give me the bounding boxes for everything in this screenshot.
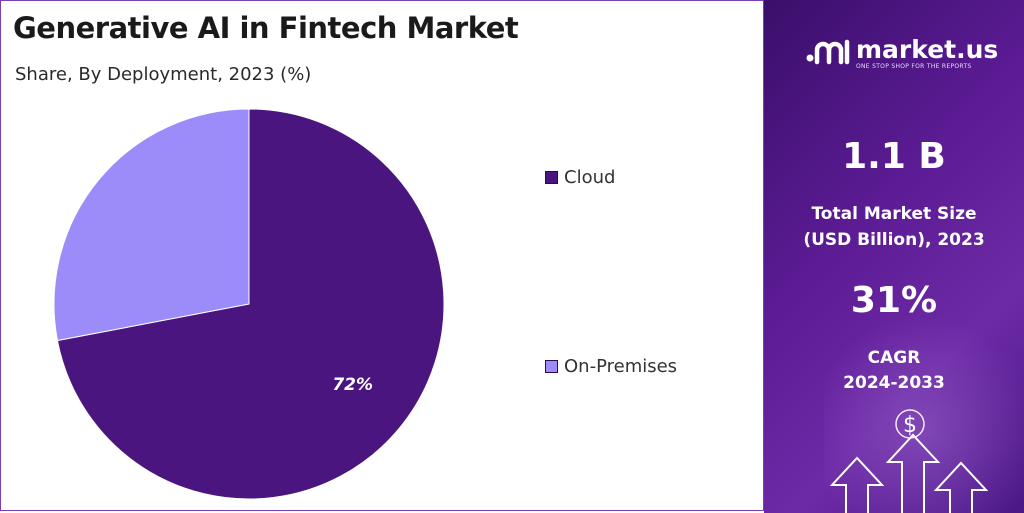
page-title: Generative AI in Fintech Market bbox=[13, 11, 519, 45]
legend-item-cloud: Cloud bbox=[545, 167, 615, 188]
growth-arrows-icon: $ bbox=[829, 409, 989, 513]
legend-swatch-cloud bbox=[545, 171, 558, 184]
cagr-label: CAGR bbox=[867, 348, 921, 368]
stats-panel: market.us ONE STOP SHOP FOR THE REPORTS … bbox=[764, 0, 1024, 513]
market-size-label-line2: (USD Billion), 2023 bbox=[803, 230, 985, 250]
pie-chart: 72% bbox=[53, 108, 445, 500]
legend-item-on-premises: On-Premises bbox=[545, 356, 677, 377]
chart-panel: Generative AI in Fintech Market Share, B… bbox=[0, 0, 764, 511]
cagr-value: 31% bbox=[850, 280, 938, 321]
brand-name: market.us bbox=[856, 34, 999, 64]
dollar-icon: $ bbox=[903, 413, 917, 438]
chart-subtitle: Share, By Deployment, 2023 (%) bbox=[15, 64, 312, 85]
cagr-period: 2024-2033 bbox=[843, 373, 945, 393]
pie-slice-cloud bbox=[56, 108, 445, 500]
brand-tagline: ONE STOP SHOP FOR THE REPORTS bbox=[856, 62, 972, 70]
market-us-logo-icon bbox=[806, 39, 850, 65]
data-label-cloud: 72% bbox=[332, 375, 373, 395]
market-size-label-line1: Total Market Size bbox=[811, 204, 977, 224]
legend-swatch-on-premises bbox=[545, 360, 558, 373]
legend-label-on-premises: On-Premises bbox=[564, 356, 678, 377]
legend-label-cloud: Cloud bbox=[564, 167, 616, 188]
market-size-value: 1.1 B bbox=[842, 136, 946, 177]
brand-logo: market.us ONE STOP SHOP FOR THE REPORTS bbox=[806, 36, 998, 70]
pie-slice-on-premises bbox=[53, 108, 250, 342]
